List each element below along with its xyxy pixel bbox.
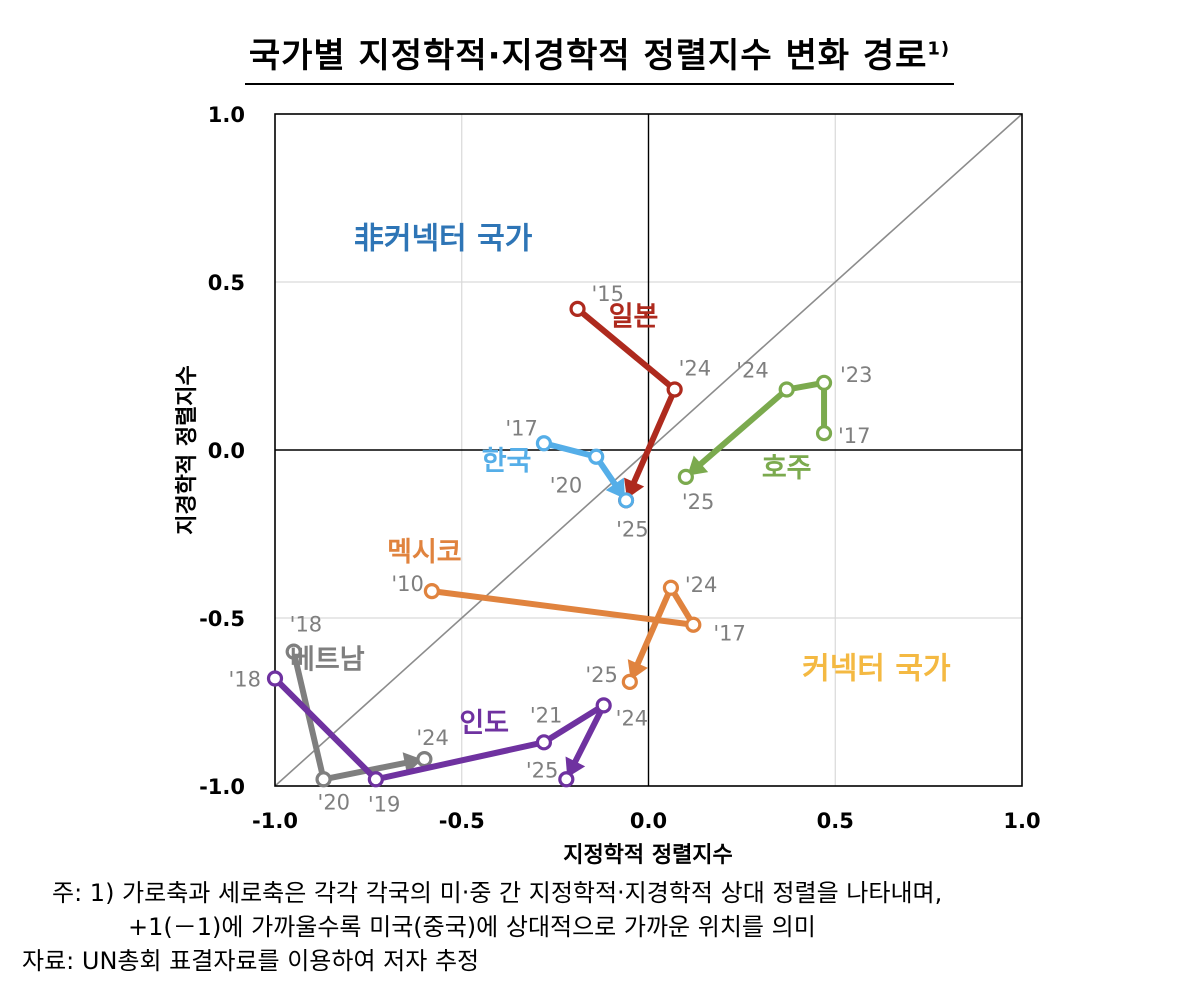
footnote-line-1: 주: 1) 가로축과 세로축은 각각 각국의 미‧중 간 지정학적‧지경학적 상… [52, 879, 943, 907]
series-point [416, 751, 433, 768]
series-point [662, 579, 680, 596]
point-year-label: '17 [505, 416, 538, 440]
series-point [535, 734, 553, 751]
series-point [815, 425, 833, 442]
point-year-label: '24 [616, 706, 649, 730]
x-tick-label: 1.0 [1003, 809, 1040, 833]
x-tick-label: -1.0 [252, 809, 298, 833]
series-arrowhead [565, 756, 586, 778]
series-point [558, 771, 575, 788]
footnote-line-2: +1(－1)에 가까울수록 미국(중국)에 상대적으로 가까운 위치를 의미 [128, 913, 816, 941]
point-year-label: '25 [526, 758, 559, 782]
point-year-label: '25 [616, 517, 649, 541]
series-point [588, 448, 605, 465]
chart-title-text: 국가별 지정학적·지경학적 정렬지수 변화 경로 [248, 36, 928, 76]
point-year-label: '10 [391, 572, 424, 596]
point-year-label: '25 [682, 490, 715, 514]
y-tick-label: 0.0 [208, 439, 245, 463]
series-arrowhead [605, 477, 625, 499]
chart-title-footnote-mark: 1) [927, 38, 951, 60]
series-point [666, 381, 683, 398]
y-tick-label: 0.5 [208, 271, 245, 295]
series-point [569, 300, 586, 317]
series-segment [572, 702, 607, 765]
series-name-label: 인도 [459, 708, 509, 739]
series-name-label: 한국 [482, 446, 532, 477]
series-segment [372, 739, 547, 783]
series-name-label: 베트남 [290, 644, 365, 675]
series-호주: '17 '23 '24 '25 호주 [677, 359, 873, 514]
series-arrowhead [687, 455, 709, 476]
point-year-label: '17 [838, 424, 871, 448]
point-year-label: '18 [290, 613, 323, 637]
series-segment [697, 386, 790, 467]
y-tick-label: 1.0 [208, 103, 245, 127]
series-point [595, 697, 612, 714]
point-year-label: '17 [713, 622, 746, 646]
point-year-label: '19 [368, 792, 401, 816]
point-year-label: '24 [679, 357, 712, 381]
y-axis-label: 지경학적 정렬지수 [175, 365, 200, 535]
source-note: 자료: UN총회 표결자료를 이용하여 저자 추정 [22, 947, 480, 975]
x-tick-label: -0.5 [439, 809, 485, 833]
chart-title: 국가별 지정학적·지경학적 정렬지수 변화 경로1) [244, 28, 955, 85]
series-point [677, 468, 694, 485]
series-segment [428, 588, 697, 628]
point-year-label: '21 [530, 703, 563, 727]
series-segment [540, 702, 607, 746]
series-segment [634, 584, 674, 667]
point-year-label: '24 [736, 359, 769, 383]
series-arrowhead [402, 752, 423, 774]
point-year-label: '15 [592, 282, 625, 306]
series-point [367, 771, 384, 788]
series-segment [540, 440, 600, 460]
series-point [685, 616, 702, 633]
series-point [618, 492, 635, 509]
x-axis-label: 지정학적 정렬지수 [563, 843, 733, 868]
series-point [285, 643, 302, 660]
point-year-label: '24 [416, 726, 449, 750]
series-point [778, 381, 795, 398]
series-point [266, 670, 284, 687]
series-name-label: 멕시코 [387, 537, 462, 568]
series-name-label: 일본 [609, 302, 659, 333]
chart-title-wrap: 국가별 지정학적·지경학적 정렬지수 변화 경로1) [0, 28, 1199, 85]
series-멕시코: '10 '17 '24 '25 멕시코 [387, 537, 746, 690]
series-point [535, 435, 553, 452]
point-year-label: '23 [840, 363, 873, 387]
series-point [423, 583, 440, 600]
series-layer: '15'24'25일본'17'23'24'25호주'17'20한국'10'17'… [229, 282, 873, 816]
x-tick-label: 0.5 [817, 809, 854, 833]
series-name-label: 호주 [762, 453, 812, 484]
series-인도: '18 '19 '21 '24 '25 인도 [229, 667, 649, 816]
point-year-label: '25 [585, 663, 618, 687]
region-label: 커넥터 국가 [802, 651, 951, 686]
series-한국: '17 '20 한국 [482, 416, 635, 509]
series-point [815, 374, 833, 391]
series-segment [574, 305, 678, 393]
series-segment [631, 386, 678, 486]
chart-canvas: -1.0 -0.5 0.0 0.5 1.0 1.0 0.5 0.0 -0.5 -1.0 지정학적 … [175, 103, 1041, 868]
plot-frame [274, 113, 1023, 787]
tick-labels: -1.0 -0.5 0.0 0.5 1.0 1.0 0.5 0.0 -0.5 -1.0 [199, 103, 1041, 833]
series-segment [272, 675, 379, 783]
y-tick-label: -0.5 [199, 607, 245, 631]
point-year-label: '24 [685, 573, 718, 597]
region-label: 非커넥터 국가 [354, 221, 533, 256]
point-year-label: '20 [550, 474, 583, 498]
point-year-label: '20 [318, 790, 351, 814]
point-year-label: '18 [229, 667, 262, 691]
series-point [315, 771, 332, 788]
x-tick-label: 0.0 [630, 809, 667, 833]
y-tick-label: -1.0 [199, 775, 245, 799]
series-point [621, 673, 638, 690]
